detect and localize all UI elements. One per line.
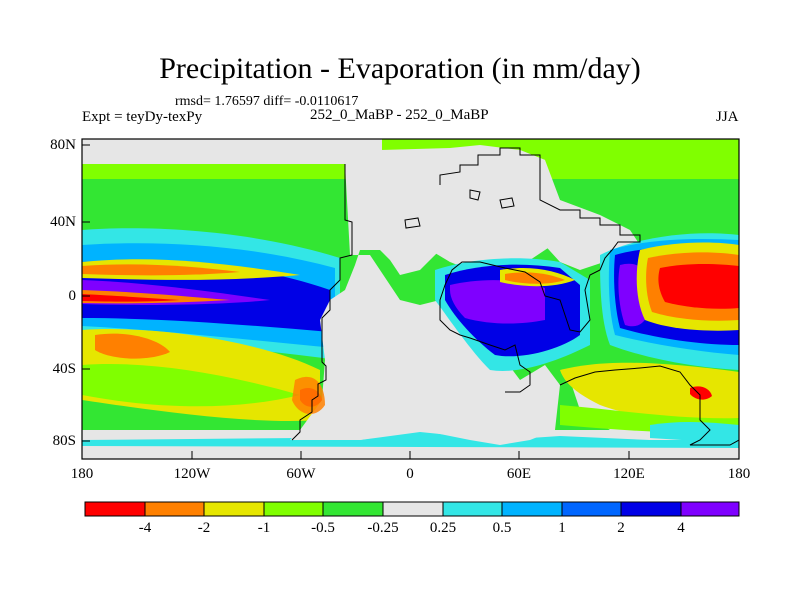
cb-label-2: 2 [617, 520, 625, 536]
pacific-red-core [82, 294, 180, 302]
south-pacific-orange [95, 333, 170, 359]
outline-australia [559, 365, 739, 446]
case-label: 252_0_MaBP - 252_0_MaBP [310, 107, 489, 123]
cb-box-10 [620, 501, 682, 517]
cb-box-8 [501, 501, 563, 517]
land-asia [420, 150, 640, 270]
north-pacific-orange [82, 264, 240, 276]
stats-text: rmsd= 1.76597 diff= -0.0110617 [175, 94, 359, 109]
lat-label-40n: 40N [50, 214, 76, 230]
cb-box-4 [263, 501, 324, 517]
cb-label-4: 4 [677, 520, 685, 536]
lon-label-60w: 60W [286, 466, 316, 482]
cb-label-1: 1 [558, 520, 566, 536]
lon-label-60e: 60E [506, 466, 532, 482]
cb-box-7 [442, 501, 503, 517]
outline-asia [439, 147, 641, 393]
cb-label-neg025: -0.25 [367, 520, 399, 536]
cb-box-5 [322, 501, 384, 517]
lon-label-0: 0 [406, 466, 414, 482]
cb-label-neg4: -4 [138, 520, 152, 536]
cb-box-2 [144, 501, 205, 517]
east-red [658, 264, 739, 309]
axis-ticks [82, 144, 630, 459]
south-east-red-spot [690, 386, 712, 400]
cb-label-neg1: -1 [257, 520, 271, 536]
southern-ocean-cyan [82, 430, 739, 448]
lat-label-80s: 80S [52, 433, 76, 449]
outline-islands [404, 189, 515, 229]
cb-label-neg05: -0.5 [311, 520, 335, 536]
cb-label-025: 0.25 [429, 520, 457, 536]
cb-box-11 [680, 501, 740, 517]
experiment-label: Expt = teyDy-texPy [82, 109, 203, 125]
map-field [82, 139, 739, 459]
tethys-purple [450, 280, 545, 324]
lon-label-180e: 180 [727, 466, 751, 482]
arctic-neutral [82, 139, 382, 164]
outline-americas [291, 164, 353, 441]
lon-label-120w: 120W [173, 466, 211, 482]
cb-label-neg2: -2 [197, 520, 211, 536]
sam-orange [292, 376, 325, 415]
cb-box-9 [561, 501, 622, 517]
south-pacific-lime [82, 364, 300, 407]
lon-label-180w: 180 [70, 466, 94, 482]
plot-title: Precipitation - Evaporation (in mm/day) [159, 52, 641, 85]
lat-label-0: 0 [68, 288, 77, 304]
lat-label-80n: 80N [50, 137, 76, 153]
colorbar [84, 501, 740, 517]
south-east-cyan [650, 421, 739, 441]
south-east-yellow [560, 362, 739, 422]
cb-box-6 [382, 501, 444, 517]
continent-outlines [291, 147, 739, 446]
lon-label-120e: 120E [613, 466, 645, 482]
season-label: JJA [716, 109, 739, 125]
cb-box-3 [203, 501, 265, 517]
cb-box-1 [84, 501, 146, 517]
lat-label-40s: 40S [52, 361, 76, 377]
cb-label-05: 0.5 [492, 520, 512, 536]
